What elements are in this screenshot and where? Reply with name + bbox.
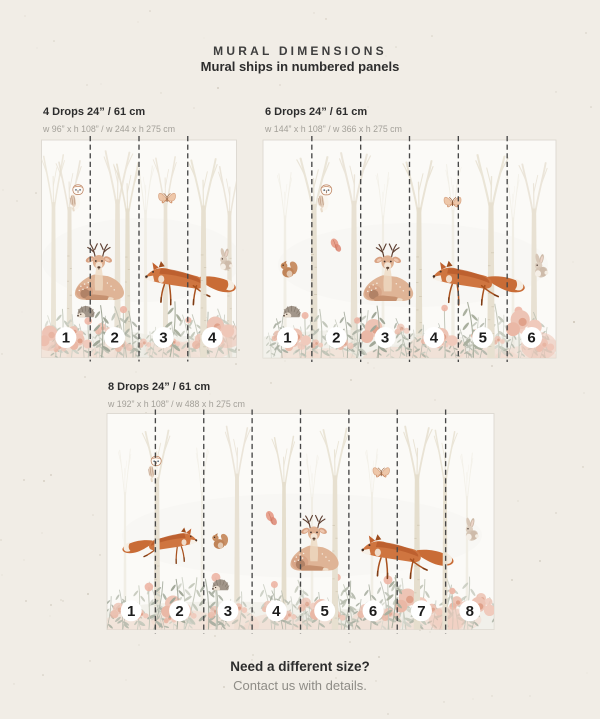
svg-text:4: 4 [272,603,281,620]
svg-text:2: 2 [175,603,183,620]
svg-text:5: 5 [321,603,329,620]
svg-text:1: 1 [283,330,291,347]
svg-text:4: 4 [208,330,217,347]
svg-text:5: 5 [479,330,487,347]
svg-text:8: 8 [466,603,474,620]
svg-text:4: 4 [430,330,439,347]
svg-text:3: 3 [381,330,389,347]
svg-text:6: 6 [527,330,535,347]
svg-text:1: 1 [62,330,70,347]
svg-text:2: 2 [332,330,340,347]
svg-text:6: 6 [369,603,377,620]
svg-text:3: 3 [159,330,167,347]
svg-text:7: 7 [417,603,425,620]
svg-text:1: 1 [127,603,135,620]
svg-text:2: 2 [110,330,118,347]
svg-text:3: 3 [224,603,232,620]
